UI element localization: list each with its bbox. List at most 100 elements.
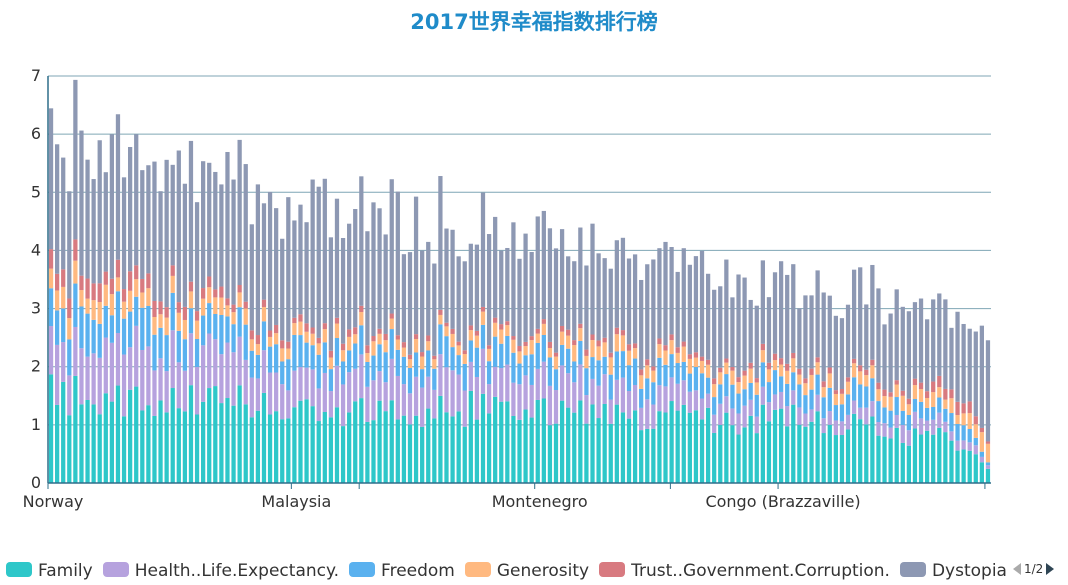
bar-segment[interactable] — [517, 345, 522, 352]
bar-segment[interactable] — [249, 330, 254, 340]
bar-segment[interactable] — [91, 179, 96, 284]
bar-segment[interactable] — [420, 250, 425, 353]
bar-segment[interactable] — [529, 340, 534, 355]
bar-segment[interactable] — [121, 301, 127, 319]
bar-segment[interactable] — [55, 310, 60, 345]
bar-segment[interactable] — [420, 352, 425, 357]
bar-segment[interactable] — [748, 399, 753, 416]
bar-segment[interactable] — [225, 298, 230, 306]
bar-segment[interactable] — [687, 412, 692, 483]
bar-segment[interactable] — [827, 373, 832, 388]
bar-segment[interactable] — [943, 299, 948, 389]
bar-segment[interactable] — [572, 340, 577, 346]
bar-segment[interactable] — [395, 191, 400, 336]
bar-segment[interactable] — [188, 281, 194, 292]
bar-segment[interactable] — [900, 390, 905, 396]
bar-segment[interactable] — [432, 359, 437, 369]
bar-segment[interactable] — [182, 306, 188, 320]
bar-segment[interactable] — [797, 374, 802, 385]
bar-segment[interactable] — [55, 144, 60, 274]
bar-segment[interactable] — [559, 400, 565, 483]
bar-segment[interactable] — [182, 339, 188, 371]
bar-segment[interactable] — [949, 398, 954, 414]
bar-segment[interactable] — [237, 307, 242, 337]
bar-segment[interactable] — [791, 404, 796, 483]
bar-segment[interactable] — [924, 397, 930, 408]
bar-segment[interactable] — [67, 298, 72, 319]
bar-segment[interactable] — [602, 356, 607, 375]
bar-segment[interactable] — [845, 429, 851, 483]
bar-segment[interactable] — [426, 350, 431, 377]
bar-segment[interactable] — [97, 323, 102, 358]
bar-segment[interactable] — [614, 240, 619, 328]
bar-segment[interactable] — [121, 416, 127, 483]
bar-segment[interactable] — [298, 321, 303, 336]
bar-segment[interactable] — [121, 289, 127, 302]
bar-segment[interactable] — [566, 407, 571, 483]
legend-item[interactable]: Generosity — [464, 561, 589, 581]
bar-segment[interactable] — [456, 411, 461, 483]
bar-segment[interactable] — [566, 373, 571, 408]
bar-segment[interactable] — [809, 421, 814, 483]
bar-segment[interactable] — [827, 424, 832, 483]
bar-segment[interactable] — [371, 420, 376, 483]
bar-segment[interactable] — [748, 415, 753, 483]
bar-segment[interactable] — [280, 361, 285, 385]
bar-segment[interactable] — [931, 419, 936, 435]
bar-segment[interactable] — [274, 411, 279, 483]
bar-segment[interactable] — [48, 249, 54, 269]
bar-segment[interactable] — [505, 325, 510, 336]
bar-segment[interactable] — [140, 292, 145, 308]
bar-segment[interactable] — [833, 390, 838, 394]
bar-segment[interactable] — [243, 359, 248, 405]
bar-segment[interactable] — [687, 391, 692, 413]
bar-segment[interactable] — [499, 343, 504, 369]
bar-segment[interactable] — [882, 324, 887, 390]
bar-segment[interactable] — [85, 356, 90, 400]
bar-segment[interactable] — [462, 261, 467, 351]
bar-segment[interactable] — [462, 390, 467, 427]
bar-segment[interactable] — [407, 424, 413, 483]
bar-segment[interactable] — [602, 403, 607, 483]
bar-segment[interactable] — [334, 323, 340, 339]
bar-segment[interactable] — [931, 406, 936, 420]
bar-segment[interactable] — [219, 354, 224, 404]
bar-segment[interactable] — [219, 184, 224, 287]
bar-segment[interactable] — [559, 365, 565, 401]
bar-segment[interactable] — [748, 368, 753, 383]
bar-segment[interactable] — [523, 375, 528, 410]
bar-segment[interactable] — [523, 409, 528, 483]
bar-segment[interactable] — [851, 413, 857, 483]
bar-segment[interactable] — [724, 396, 729, 413]
bar-segment[interactable] — [322, 329, 327, 343]
bar-segment[interactable] — [979, 462, 984, 483]
bar-segment[interactable] — [158, 314, 163, 328]
bar-segment[interactable] — [395, 339, 400, 350]
bar-segment[interactable] — [517, 351, 522, 364]
bar-segment[interactable] — [413, 334, 419, 339]
bar-segment[interactable] — [949, 389, 954, 399]
bar-segment[interactable] — [870, 359, 875, 366]
bar-segment[interactable] — [316, 421, 321, 483]
bar-segment[interactable] — [596, 340, 601, 347]
bar-segment[interactable] — [486, 361, 492, 385]
bar-segment[interactable] — [438, 176, 443, 310]
bar-segment[interactable] — [712, 378, 717, 385]
bar-segment[interactable] — [401, 356, 407, 385]
bar-segment[interactable] — [67, 375, 72, 416]
bar-segment[interactable] — [906, 430, 911, 446]
bar-segment[interactable] — [97, 140, 102, 284]
bar-segment[interactable] — [140, 307, 145, 350]
bar-segment[interactable] — [827, 411, 832, 425]
bar-segment[interactable] — [529, 251, 534, 337]
bar-segment[interactable] — [590, 378, 595, 405]
bar-segment[interactable] — [249, 377, 254, 418]
bar-segment[interactable] — [194, 414, 200, 483]
bar-segment[interactable] — [967, 442, 972, 451]
bar-segment[interactable] — [955, 440, 960, 451]
bar-segment[interactable] — [61, 286, 66, 309]
bar-segment[interactable] — [797, 308, 802, 369]
bar-segment[interactable] — [541, 334, 546, 362]
bar-segment[interactable] — [541, 319, 546, 324]
bar-segment[interactable] — [815, 394, 820, 412]
